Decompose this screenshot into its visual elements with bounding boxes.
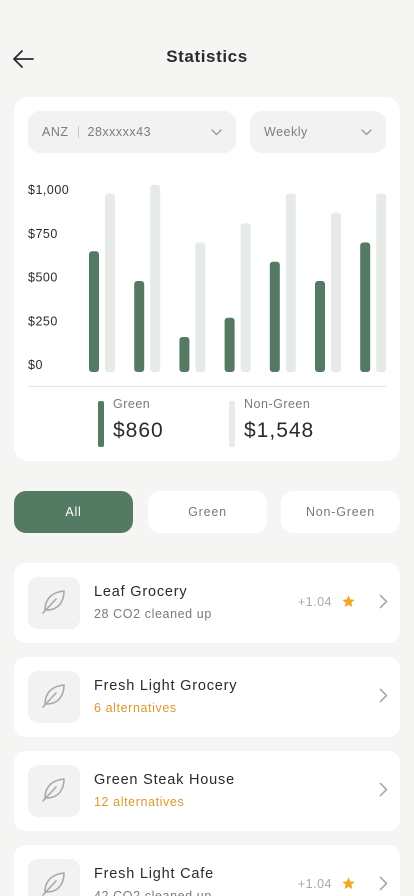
chevron-right-icon xyxy=(379,876,388,896)
non-green-bar xyxy=(105,193,115,372)
header: Statistics xyxy=(0,0,414,96)
merchant-thumbnail xyxy=(28,671,80,723)
filter-non-green-button[interactable]: Non-Green xyxy=(281,491,400,533)
merchant-name: Fresh Light Grocery xyxy=(94,678,238,694)
leaf-icon xyxy=(39,680,69,715)
y-tick-label: $1,000 xyxy=(28,183,69,197)
period-select[interactable]: Weekly xyxy=(250,111,386,153)
merchant-thumbnail xyxy=(28,577,80,629)
legend-non-green: Non-Green $1,548 xyxy=(229,397,314,447)
y-tick-label: $500 xyxy=(28,271,58,285)
filter-green-button[interactable]: Green xyxy=(148,491,267,533)
bar-chart: $1,000 $750 $500 $250 $0 xyxy=(28,183,387,372)
page-title: Statistics xyxy=(166,47,248,66)
merchant-row[interactable]: Leaf Grocery 28 CO2 cleaned up +1.04 xyxy=(14,563,400,643)
leaf-icon xyxy=(39,586,69,621)
legend-green-swatch xyxy=(98,401,104,447)
back-button[interactable] xyxy=(8,44,38,74)
non-green-bar xyxy=(240,223,251,372)
merchant-name: Green Steak House xyxy=(94,772,235,788)
filter-all-button[interactable]: All xyxy=(14,491,133,533)
chevron-down-icon xyxy=(211,128,222,136)
y-tick-label: $250 xyxy=(28,314,58,328)
legend-non-green-swatch xyxy=(229,401,235,447)
leaf-icon xyxy=(39,868,69,896)
score-value: +1.04 xyxy=(297,594,332,609)
merchant-score: +1.04 xyxy=(298,876,356,891)
green-bar xyxy=(89,251,99,372)
non-green-bar xyxy=(331,212,341,372)
merchant-subtitle: 42 CO2 cleaned up xyxy=(94,889,212,896)
green-bar xyxy=(360,242,371,372)
non-green-bar xyxy=(376,193,387,372)
merchant-name: Leaf Grocery xyxy=(94,584,188,600)
merchant-subtitle: 12 alternatives xyxy=(94,795,185,809)
green-bar xyxy=(315,281,325,372)
divider xyxy=(77,126,79,138)
period-value: Weekly xyxy=(264,125,308,139)
legend-non-green-label: Non-Green xyxy=(244,397,311,411)
merchant-row[interactable]: Fresh Light Grocery 6 alternatives xyxy=(14,657,400,737)
non-green-bar xyxy=(195,242,206,372)
non-green-bar xyxy=(150,184,161,372)
star-icon xyxy=(342,877,355,890)
leaf-icon xyxy=(39,774,69,809)
y-tick-label: $750 xyxy=(28,227,58,241)
merchant-subtitle: 28 CO2 cleaned up xyxy=(94,607,212,621)
account-bank: ANZ xyxy=(42,125,69,139)
green-bar xyxy=(224,317,235,372)
score-value: +1.04 xyxy=(297,876,332,891)
chevron-right-icon xyxy=(379,782,388,802)
legend-green-value: $860 xyxy=(113,419,164,442)
legend-green-label: Green xyxy=(113,397,151,411)
account-select[interactable]: ANZ 28xxxxx43 xyxy=(28,111,236,153)
legend-green: Green $860 xyxy=(98,397,164,447)
merchant-subtitle: 6 alternatives xyxy=(94,701,177,715)
green-bar xyxy=(179,337,190,372)
merchant-thumbnail xyxy=(28,859,80,896)
chart-baseline xyxy=(28,386,386,387)
merchant-row[interactable]: Green Steak House 12 alternatives xyxy=(14,751,400,831)
green-bar xyxy=(134,281,145,372)
chevron-down-icon xyxy=(361,128,372,136)
chevron-right-icon xyxy=(379,688,388,708)
legend-non-green-value: $1,548 xyxy=(244,419,315,442)
arrow-left-icon xyxy=(13,50,34,68)
non-green-bar xyxy=(285,193,296,372)
green-bar xyxy=(269,261,280,372)
chevron-right-icon xyxy=(379,594,388,614)
account-number: 28xxxxx43 xyxy=(87,125,152,139)
star-icon xyxy=(342,595,355,608)
merchant-name: Fresh Light Cafe xyxy=(94,866,214,882)
merchant-row[interactable]: Fresh Light Cafe 42 CO2 cleaned up +1.04 xyxy=(14,845,400,896)
y-tick-label: $0 xyxy=(28,358,43,372)
merchant-thumbnail xyxy=(28,765,80,817)
statistics-card: ANZ 28xxxxx43 Weekly $1,000 $750 $500 $250 $… xyxy=(14,97,400,461)
merchant-score: +1.04 xyxy=(298,594,356,609)
